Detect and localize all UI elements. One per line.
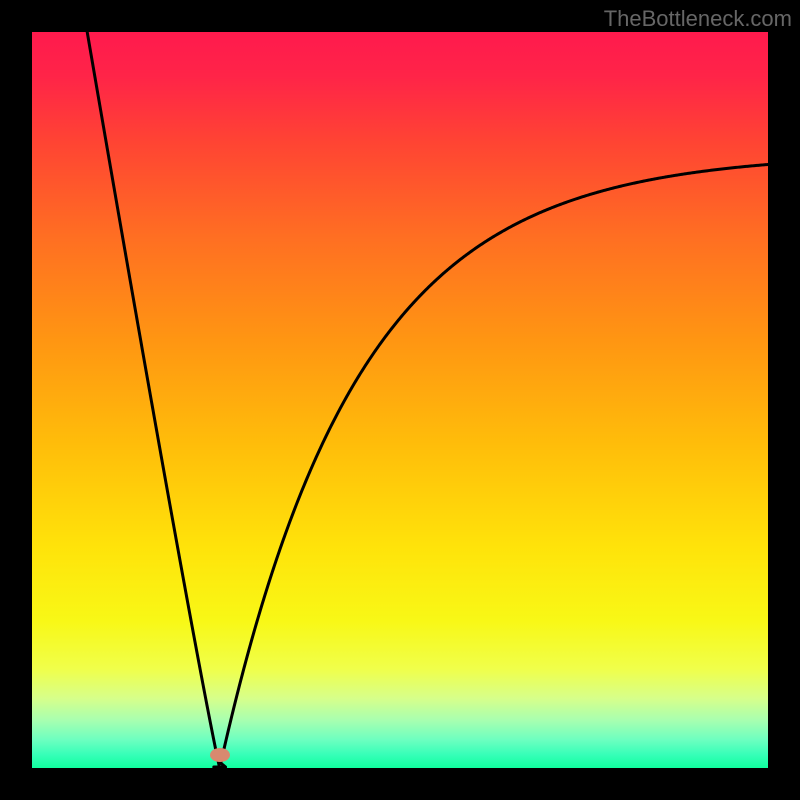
chart-frame: TheBottleneck.com <box>0 0 800 800</box>
attribution-label: TheBottleneck.com <box>604 6 792 32</box>
optimum-marker <box>210 748 230 762</box>
plot-area <box>32 32 768 768</box>
bottleneck-curve <box>32 32 768 768</box>
